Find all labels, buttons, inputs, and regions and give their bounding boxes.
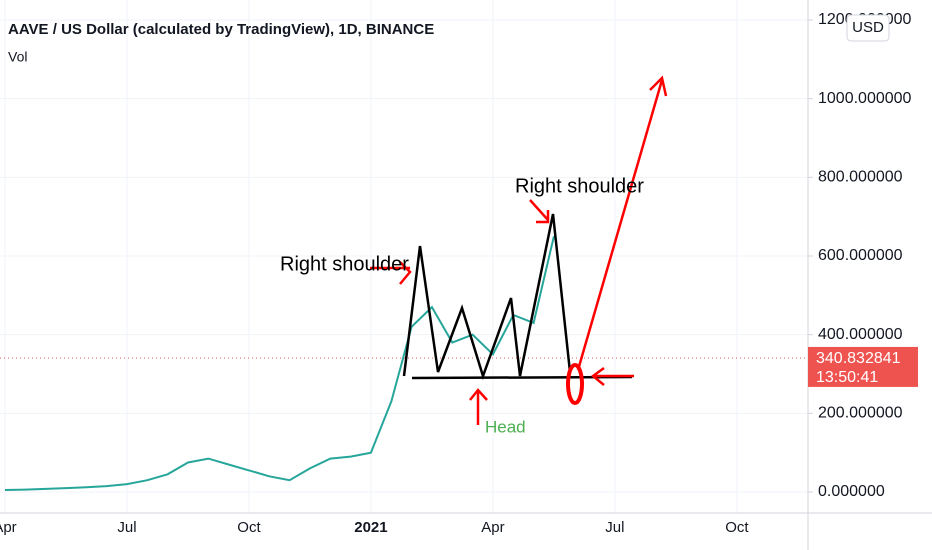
series-layer	[0, 236, 808, 491]
y-tick-label: 800.000000	[818, 169, 903, 186]
annotation: Head	[485, 417, 526, 436]
overlay: 340.832841 13:50:41 USD	[808, 14, 918, 387]
last-price-label: 340.832841	[816, 350, 901, 367]
x-tick-label: Jul	[117, 519, 136, 536]
axis-layer: 0.000000 200.000000 400.000000 600.000000 80…	[0, 11, 912, 536]
x-tick-label: 2021	[354, 519, 387, 536]
x-tick-label: Oct	[237, 519, 261, 536]
price-line	[4, 236, 555, 491]
annotation: Right shoulder	[515, 175, 644, 197]
currency-button[interactable]	[846, 14, 890, 42]
x-tick-label: Jul	[605, 519, 624, 536]
y-tick-label: 200.000000	[818, 405, 903, 422]
x-tick-label: Apr	[481, 519, 504, 536]
countdown: 13:50:41	[816, 369, 878, 386]
y-tick-label: 0.000000	[818, 483, 885, 500]
red-arrows	[370, 75, 668, 425]
pattern-lines	[402, 213, 572, 380]
y-tick-label: 600.000000	[818, 247, 903, 264]
annotation: Right shoulder	[280, 253, 409, 275]
y-tick-label: 1000.000000	[818, 90, 912, 107]
chart-title: AAVE / US Dollar (calculated by TradingV…	[8, 21, 434, 38]
currency-label[interactable]: USD	[852, 19, 884, 36]
x-tick-label: Oct	[725, 519, 749, 536]
x-tick-label: Apr	[0, 519, 17, 536]
grid	[0, 0, 808, 513]
y-tick-label: 400.000000	[818, 326, 903, 343]
volume-label: Vol	[8, 49, 27, 65]
price-tag	[808, 346, 918, 387]
